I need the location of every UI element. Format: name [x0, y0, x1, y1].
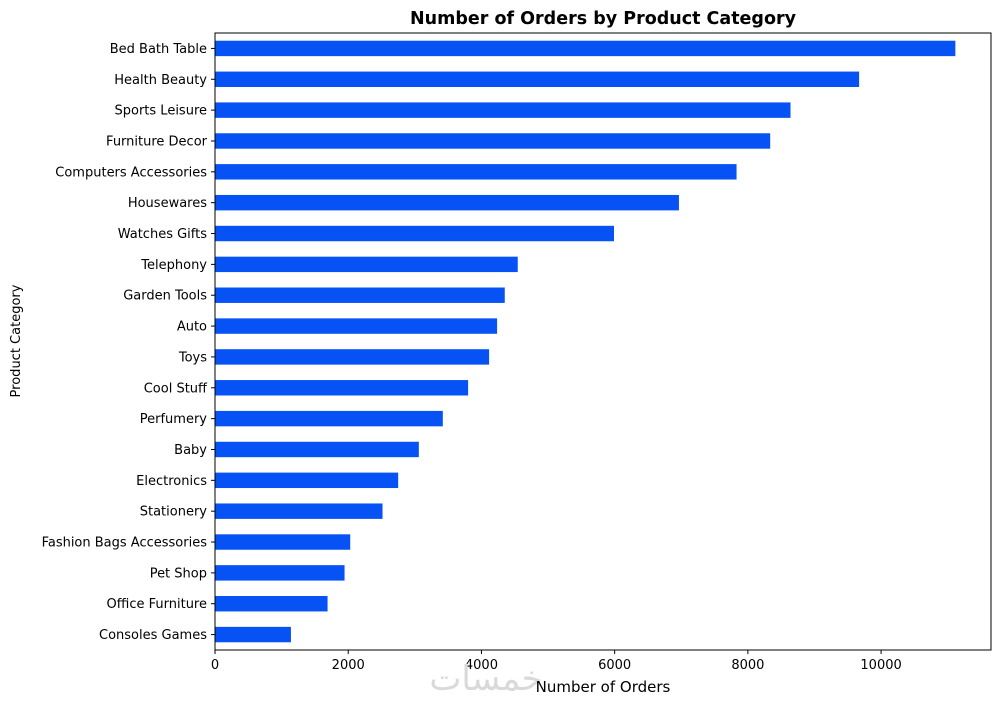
bars-group [215, 40, 956, 643]
bar-cool-stuff [215, 380, 469, 396]
y-tick-label: Cool Stuff [144, 381, 208, 396]
y-tick-label: Baby [174, 443, 207, 458]
y-tick-label: Auto [177, 320, 207, 335]
bar-bed-bath-table [215, 40, 956, 57]
y-tick-label: Housewares [128, 196, 207, 211]
y-tick-label: Sports Leisure [115, 104, 208, 119]
bar-electronics [215, 472, 399, 489]
bar-auto [215, 318, 498, 334]
watermark: خمسات [429, 659, 542, 699]
bar-garden-tools [215, 287, 505, 303]
y-tick-label: Furniture Decor [106, 134, 208, 149]
bar-housewares [215, 194, 679, 211]
y-axis-title: Product Category [9, 284, 24, 397]
y-tick-label: Telephony [140, 258, 207, 273]
x-axis-ticks: 0 2000 4000 6000 8000 10000 [211, 650, 902, 673]
y-tick-label: Perfumery [140, 412, 208, 427]
bar-fashion-bags-accessories [215, 534, 351, 550]
x-axis-title: Number of Orders [536, 678, 671, 696]
bar-computers-accessories [215, 164, 737, 180]
x-tick-label: 6000 [598, 658, 631, 673]
y-tick-label: Watches Gifts [118, 227, 208, 242]
x-tick-label: 10000 [860, 658, 901, 673]
x-tick-label: 2000 [332, 658, 365, 673]
y-tick-label: Electronics [136, 474, 207, 489]
bar-pet-shop [215, 565, 345, 581]
bar-toys [215, 349, 490, 365]
bar-stationery [215, 503, 383, 519]
y-tick-label: Pet Shop [150, 566, 207, 581]
bar-office-furniture [215, 596, 328, 612]
chart-title: Number of Orders by Product Category [410, 9, 797, 29]
bar-baby [215, 441, 419, 458]
plot-frame [214, 32, 992, 651]
bar-health-beauty [215, 71, 860, 87]
y-tick-label: Consoles Games [99, 628, 207, 643]
x-tick-label: 8000 [731, 658, 764, 673]
x-tick-label: 4000 [465, 658, 498, 673]
y-tick-label: Office Furniture [107, 597, 207, 612]
y-tick-label: Toys [178, 350, 207, 365]
y-tick-label: Health Beauty [114, 73, 207, 88]
y-tick-label: Computers Accessories [55, 165, 207, 180]
bar-sports-leisure [215, 102, 791, 118]
y-axis-ticks: Bed Bath Table Health Beauty Sports Leisur… [42, 42, 215, 643]
y-tick-label: Fashion Bags Accessories [42, 536, 208, 551]
bar-furniture-decor [215, 133, 771, 149]
y-tick-label: Bed Bath Table [110, 42, 207, 57]
bar-telephony [215, 256, 518, 273]
y-tick-label: Stationery [140, 505, 208, 520]
y-tick-label: Garden Tools [123, 289, 207, 304]
bar-consoles-games [215, 626, 291, 643]
bar-watches-gifts [215, 225, 614, 242]
bar-perfumery [215, 410, 443, 427]
x-tick-label: 0 [211, 658, 219, 673]
